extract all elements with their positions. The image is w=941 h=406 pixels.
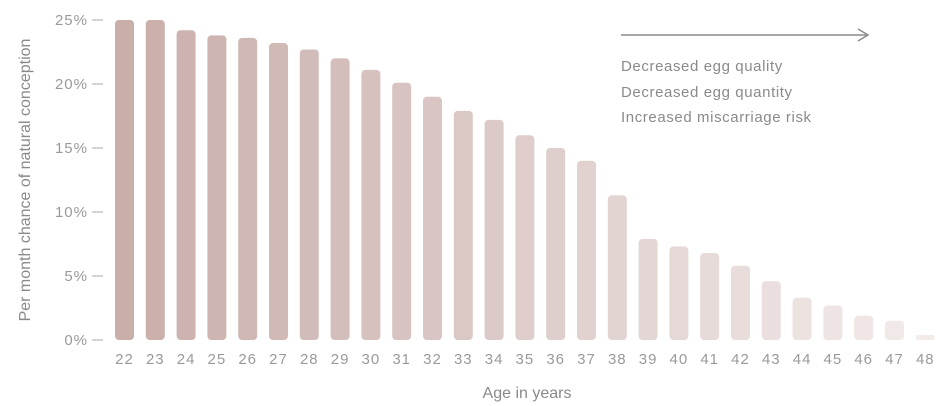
x-tick-label: 48: [916, 351, 935, 368]
x-axis: 22 23 24 25 26 27 28 29 30 31 32 33 34 35 36 37 38 39 40 41…: [115, 351, 935, 368]
y-axis: 25% 20% 15% 10% 5% 0%: [55, 12, 103, 349]
x-tick-label: 24: [177, 351, 196, 368]
bar-age-41: [700, 252, 720, 340]
bar-age-32: [423, 96, 442, 340]
x-tick-label: 31: [392, 351, 411, 368]
bar-age-25: [207, 35, 227, 341]
y-tick-label: 15%: [55, 140, 88, 157]
annotation-egg-quantity: Decreased egg quantity: [621, 84, 793, 101]
x-tick-label: 33: [454, 351, 473, 368]
x-tick-label: 37: [577, 351, 596, 368]
bar-age-37: [577, 160, 596, 340]
x-tick-label: 47: [885, 351, 904, 368]
bar-age-35: [515, 135, 535, 340]
bar-age-42: [731, 265, 750, 340]
y-tick-label: 25%: [55, 12, 88, 29]
bar-age-26: [238, 37, 258, 341]
x-tick-label: 30: [362, 351, 381, 368]
x-tick-label: 35: [516, 351, 535, 368]
bar-age-31: [392, 82, 412, 340]
x-tick-label: 34: [485, 351, 504, 368]
bar-age-28: [299, 49, 319, 340]
x-tick-label: 25: [208, 351, 227, 368]
y-tick-label: 10%: [55, 204, 88, 221]
x-tick-label: 26: [238, 351, 257, 368]
x-tick-label: 28: [300, 351, 319, 368]
x-tick-label: 22: [115, 351, 134, 368]
bar-age-34: [484, 119, 504, 340]
y-tick-label: 5%: [64, 268, 88, 285]
annotation-egg-quality: Decreased egg quality: [621, 58, 783, 75]
bar-age-24: [176, 30, 196, 341]
x-tick-label: 43: [762, 351, 781, 368]
bar-age-30: [361, 69, 381, 341]
x-tick-label: 46: [854, 351, 873, 368]
x-tick-label: 27: [269, 351, 288, 368]
bar-age-23: [145, 20, 165, 340]
x-tick-label: 32: [423, 351, 442, 368]
bars: [115, 20, 935, 341]
x-tick-label: 40: [670, 351, 689, 368]
y-tick-label: 0%: [64, 332, 88, 349]
bar-age-48: [915, 334, 935, 340]
trend-arrow-head-icon: [857, 28, 870, 42]
bar-age-46: [854, 315, 874, 340]
x-tick-label: 45: [824, 351, 843, 368]
x-tick-label: 44: [793, 351, 812, 368]
bar-age-29: [330, 58, 350, 341]
bar-age-43: [761, 281, 781, 340]
annotation-group: Decreased egg quality Decreased egg quan…: [621, 28, 870, 126]
x-tick-label: 23: [146, 351, 165, 368]
x-tick-label: 38: [608, 351, 627, 368]
bar-age-36: [546, 148, 566, 340]
bar-age-33: [453, 110, 473, 340]
annotation-miscarriage-risk: Increased miscarriage risk: [621, 109, 812, 126]
bar-age-22: [115, 20, 134, 340]
x-tick-label: 36: [546, 351, 565, 368]
bar-age-27: [269, 43, 288, 340]
bar-age-40: [669, 246, 689, 340]
x-tick-label: 29: [331, 351, 350, 368]
y-axis-title: Per month chance of natural conception: [17, 39, 34, 322]
bar-age-45: [823, 305, 843, 340]
bar-age-39: [638, 238, 658, 340]
bar-age-38: [607, 195, 627, 340]
bar-age-47: [885, 320, 904, 340]
x-axis-title: Age in years: [483, 385, 572, 402]
x-tick-label: 39: [639, 351, 658, 368]
bar-age-44: [792, 297, 812, 340]
y-tick-label: 20%: [55, 76, 88, 93]
x-tick-label: 42: [731, 351, 750, 368]
x-tick-label: 41: [700, 351, 719, 368]
